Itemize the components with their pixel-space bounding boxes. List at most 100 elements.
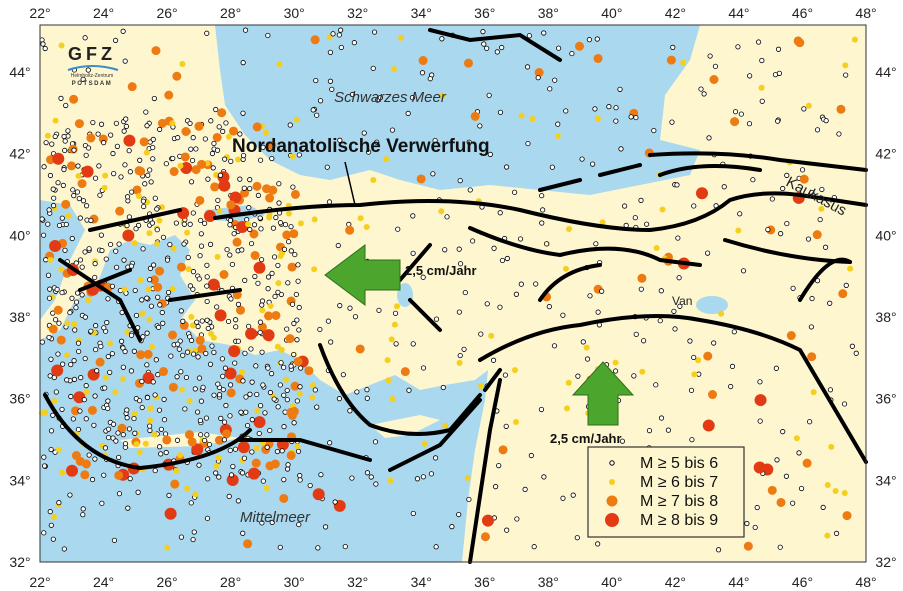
earthquake-point bbox=[622, 203, 628, 209]
earthquake-point bbox=[247, 177, 253, 183]
earthquake-point bbox=[227, 252, 233, 258]
earthquake-point bbox=[52, 317, 59, 323]
earthquake-point bbox=[40, 232, 47, 238]
earthquake-point bbox=[155, 372, 161, 378]
earthquake-point bbox=[340, 372, 346, 378]
earthquake-point bbox=[364, 395, 370, 401]
earthquake-point bbox=[157, 118, 167, 128]
earthquake-point bbox=[92, 175, 99, 181]
earthquake-point bbox=[628, 114, 634, 120]
earthquake-point bbox=[131, 348, 137, 354]
earthquake-point bbox=[59, 289, 65, 296]
earthquake-point bbox=[538, 406, 545, 413]
earthquake-point bbox=[49, 141, 55, 147]
earthquake-point bbox=[618, 146, 624, 152]
earthquake-point bbox=[143, 349, 153, 359]
earthquake-point bbox=[206, 441, 213, 448]
earthquake-point bbox=[675, 235, 681, 241]
earthquake-point bbox=[202, 437, 208, 444]
earthquake-point bbox=[312, 387, 318, 393]
earthquake-point bbox=[203, 210, 216, 223]
earthquake-point bbox=[150, 144, 156, 151]
earthquake-point bbox=[42, 409, 49, 416]
earthquake-point bbox=[296, 152, 302, 158]
earthquake-point bbox=[680, 59, 687, 66]
earthquake-point bbox=[575, 41, 585, 51]
earthquake-point bbox=[147, 417, 154, 424]
earthquake-point bbox=[267, 389, 274, 396]
earthquake-point bbox=[449, 524, 455, 530]
earthquake-point bbox=[139, 137, 149, 147]
earthquake-point bbox=[194, 121, 204, 131]
earthquake-point bbox=[55, 180, 61, 186]
earthquake-point bbox=[337, 303, 343, 309]
fault-line bbox=[398, 243, 442, 332]
earthquake-point bbox=[368, 474, 374, 480]
earthquake-point bbox=[105, 353, 111, 360]
mediterranean-sea bbox=[40, 235, 488, 562]
earthquake-point bbox=[56, 320, 62, 326]
earthquake-point bbox=[687, 338, 693, 344]
earthquake-point bbox=[551, 343, 558, 349]
earthquake-point bbox=[207, 278, 220, 291]
earthquake-point bbox=[517, 236, 524, 242]
earthquake-point bbox=[157, 126, 163, 132]
earthquake-point bbox=[115, 206, 125, 216]
earthquake-point bbox=[265, 32, 271, 39]
fault-line bbox=[78, 208, 242, 302]
earthquake-point bbox=[268, 371, 275, 377]
earthquake-point bbox=[421, 440, 428, 447]
earthquake-point bbox=[208, 118, 214, 124]
earthquake-point bbox=[759, 57, 765, 64]
earthquake-point bbox=[71, 406, 81, 416]
earthquake-point bbox=[262, 329, 275, 342]
earthquake-point bbox=[120, 364, 126, 370]
earthquake-point bbox=[255, 192, 262, 199]
earthquake-point bbox=[511, 189, 518, 195]
earthquake-point bbox=[209, 343, 215, 349]
earthquake-point bbox=[529, 115, 536, 122]
earthquake-point bbox=[205, 176, 211, 182]
earthquake-point bbox=[181, 221, 187, 227]
earthquake-point bbox=[314, 112, 320, 118]
earthquake-point bbox=[546, 304, 552, 310]
earthquake-point bbox=[85, 67, 91, 73]
earthquake-point bbox=[101, 472, 107, 478]
earthquake-point bbox=[227, 222, 233, 228]
earthquake-point bbox=[52, 133, 58, 140]
earthquake-point bbox=[49, 239, 62, 252]
earthquake-point bbox=[730, 117, 740, 127]
earthquake-point bbox=[99, 247, 105, 254]
x-tick-label: 46° bbox=[792, 5, 813, 21]
earthquake-point bbox=[48, 522, 54, 528]
earthquake-point bbox=[842, 511, 852, 521]
earthquake-point bbox=[297, 220, 304, 227]
earthquake-point bbox=[778, 231, 784, 237]
earthquake-point bbox=[118, 174, 124, 180]
earthquake-point bbox=[198, 243, 205, 249]
earthquake-point bbox=[183, 374, 190, 381]
earthquake-point bbox=[204, 298, 210, 305]
earthquake-point bbox=[478, 331, 484, 337]
earthquake-point bbox=[190, 286, 196, 292]
earthquake-point bbox=[168, 353, 174, 359]
earthquake-point bbox=[73, 299, 80, 305]
earthquake-point bbox=[102, 445, 109, 451]
earthquake-point bbox=[158, 367, 168, 377]
earthquake-point bbox=[240, 60, 246, 66]
earthquake-point bbox=[78, 375, 84, 381]
y-tick-label: 32° bbox=[9, 554, 30, 570]
earthquake-point bbox=[841, 489, 848, 496]
earthquake-point bbox=[633, 114, 639, 121]
fault-line bbox=[648, 151, 868, 172]
earthquake-point bbox=[137, 157, 143, 163]
earthquake-point bbox=[144, 295, 150, 301]
earthquake-point bbox=[276, 61, 283, 68]
earthquake-point bbox=[39, 216, 45, 222]
earthquake-point bbox=[204, 317, 210, 323]
earthquake-point bbox=[127, 169, 133, 175]
earthquake-point bbox=[195, 354, 201, 360]
earthquake-point bbox=[227, 413, 233, 419]
earthquake-point bbox=[154, 227, 160, 233]
earthquake-point bbox=[226, 493, 232, 500]
